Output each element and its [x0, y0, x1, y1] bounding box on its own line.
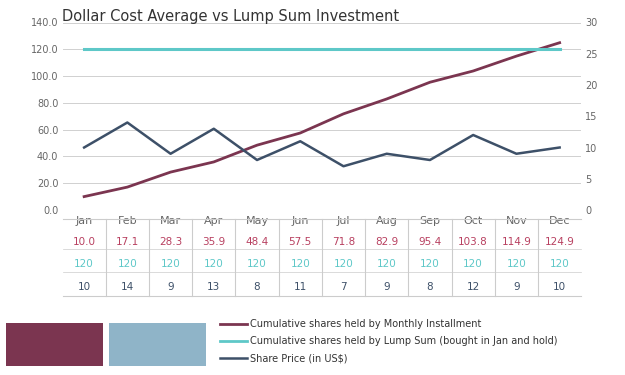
- Text: 12: 12: [466, 282, 480, 292]
- Text: 17.1: 17.1: [116, 237, 139, 247]
- Text: 120: 120: [506, 260, 526, 269]
- Text: 120: 120: [161, 260, 181, 269]
- Text: 9: 9: [513, 282, 520, 292]
- Text: 10: 10: [553, 282, 566, 292]
- Text: Return on
Lump Sum: 0%: Return on Lump Sum: 0%: [118, 333, 198, 355]
- Text: 48.4: 48.4: [246, 237, 269, 247]
- Text: Dollar Cost Average vs Lump Sum Investment: Dollar Cost Average vs Lump Sum Investme…: [62, 9, 399, 24]
- Text: 10.0: 10.0: [72, 237, 96, 247]
- Text: 71.8: 71.8: [332, 237, 355, 247]
- Text: 9: 9: [383, 282, 390, 292]
- Text: 120: 120: [74, 260, 94, 269]
- Text: Cumulative shares held by Monthly Installment: Cumulative shares held by Monthly Instal…: [250, 320, 481, 329]
- Text: 9: 9: [168, 282, 174, 292]
- Text: 95.4: 95.4: [418, 237, 442, 247]
- Text: 7: 7: [340, 282, 347, 292]
- Text: 120: 120: [463, 260, 483, 269]
- Text: 28.3: 28.3: [159, 237, 182, 247]
- Text: 120: 120: [334, 260, 353, 269]
- Text: Share Price (in US$): Share Price (in US$): [250, 353, 348, 363]
- Text: 57.5: 57.5: [289, 237, 312, 247]
- Text: 120: 120: [247, 260, 267, 269]
- Text: 120: 120: [291, 260, 310, 269]
- Text: Return on Monthly
Installment: 4%: Return on Monthly Installment: 4%: [7, 333, 102, 355]
- Text: 124.9: 124.9: [545, 237, 574, 247]
- Text: 120: 120: [204, 260, 224, 269]
- Text: 114.9: 114.9: [501, 237, 531, 247]
- Text: 8: 8: [427, 282, 433, 292]
- Text: 35.9: 35.9: [202, 237, 226, 247]
- Text: 10: 10: [78, 282, 91, 292]
- Text: 120: 120: [420, 260, 440, 269]
- Text: Cumulative shares held by Lump Sum (bought in Jan and hold): Cumulative shares held by Lump Sum (boug…: [250, 336, 558, 346]
- Text: 103.8: 103.8: [458, 237, 488, 247]
- Text: 120: 120: [377, 260, 397, 269]
- Text: 82.9: 82.9: [375, 237, 398, 247]
- Text: 11: 11: [294, 282, 307, 292]
- Text: 120: 120: [118, 260, 138, 269]
- Text: 120: 120: [550, 260, 569, 269]
- Text: 14: 14: [121, 282, 134, 292]
- Text: 8: 8: [254, 282, 261, 292]
- Text: 13: 13: [207, 282, 221, 292]
